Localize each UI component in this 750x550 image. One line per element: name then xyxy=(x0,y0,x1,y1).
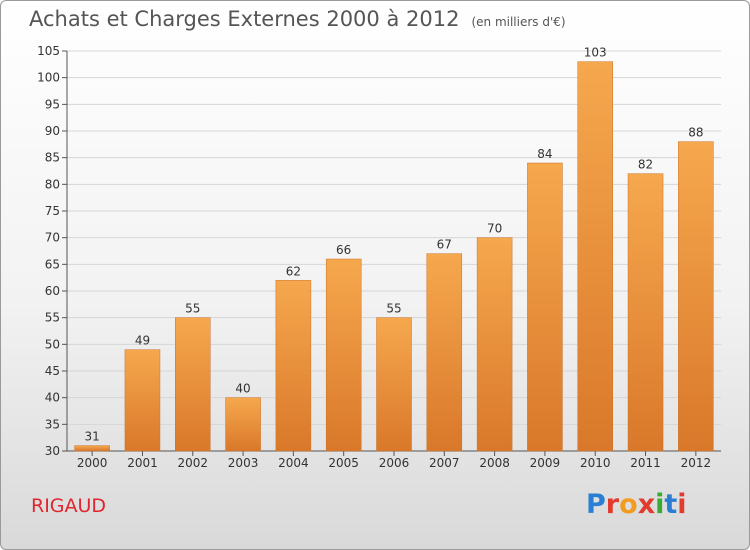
data-label-2004: 62 xyxy=(286,264,301,278)
y-tick-label: 70 xyxy=(45,231,60,245)
data-label-2003: 40 xyxy=(235,382,250,396)
x-tick-label: 2009 xyxy=(530,456,561,470)
y-tick-label: 40 xyxy=(45,391,60,405)
bar-2009 xyxy=(527,162,563,452)
bar-2006 xyxy=(376,317,412,452)
bar-2007 xyxy=(426,253,463,452)
y-tick-label: 90 xyxy=(45,124,60,138)
logo-letter: P xyxy=(586,489,606,520)
y-tick-label: 75 xyxy=(45,204,60,218)
data-label-2008: 70 xyxy=(487,222,502,236)
logo-letter: i xyxy=(655,489,665,520)
y-tick-label: 50 xyxy=(45,337,60,351)
y-tick-label: 30 xyxy=(45,444,60,458)
data-label-2006: 55 xyxy=(386,302,401,316)
axes: 30 35 40 45 50 55 60 65 70 75 80 85 90 95 100 105 2000 20… xyxy=(37,44,721,470)
logo-letter: t xyxy=(664,489,678,520)
proxiti-logo[interactable]: Proxiti xyxy=(586,489,687,520)
x-tick-label: 2012 xyxy=(681,456,712,470)
x-tick-label: 2006 xyxy=(379,456,410,470)
y-tick-label: 95 xyxy=(45,97,60,111)
y-tick-label: 60 xyxy=(45,284,60,298)
data-label-2001: 49 xyxy=(135,334,150,348)
y-tick-label: 80 xyxy=(45,177,60,191)
data-label-2000: 31 xyxy=(85,430,100,444)
x-tick-label: 2008 xyxy=(479,456,510,470)
bar-2011 xyxy=(627,173,664,452)
bar-2008 xyxy=(476,237,513,452)
bar-2010 xyxy=(577,61,613,452)
bar-2001 xyxy=(124,349,161,452)
x-tick-label: 2011 xyxy=(630,456,661,470)
bar-2012 xyxy=(678,141,714,452)
bar-2004 xyxy=(275,280,312,452)
data-label-2010: 103 xyxy=(584,46,607,60)
logo-letter: i xyxy=(677,489,687,520)
bar-2000 xyxy=(74,445,110,452)
x-tick-label: 2007 xyxy=(429,456,460,470)
y-tick-label: 105 xyxy=(37,44,60,58)
chart-title: Achats et Charges Externes 2000 à 2012 (e… xyxy=(29,7,566,31)
data-label-2007: 67 xyxy=(437,238,452,252)
unit-label: (en milliers d'€) xyxy=(471,15,566,29)
data-label-2009: 84 xyxy=(537,147,552,161)
commune-name: RIGAUD xyxy=(31,495,107,517)
x-tick-label: 2005 xyxy=(328,456,359,470)
logo-letter: r xyxy=(605,489,620,520)
y-tick-label: 65 xyxy=(45,257,60,271)
x-tick-label: 2010 xyxy=(580,456,611,470)
y-tick-label: 45 xyxy=(45,364,60,378)
y-tick-label: 55 xyxy=(45,311,60,325)
data-label-2012: 88 xyxy=(688,126,703,140)
data-label-2011: 82 xyxy=(638,158,653,172)
x-tick-label: 2003 xyxy=(228,456,259,470)
x-tick-label: 2001 xyxy=(127,456,158,470)
x-tick-label: 2002 xyxy=(177,456,208,470)
bar-2005 xyxy=(325,258,362,452)
y-tick-label: 100 xyxy=(37,71,60,85)
logo-letter: x xyxy=(637,489,656,520)
x-tick-label: 2004 xyxy=(278,456,309,470)
bar-2003 xyxy=(225,397,261,452)
title-text: Achats et Charges Externes 2000 à 2012 xyxy=(29,7,460,31)
logo-letter: o xyxy=(619,489,638,520)
y-tick-label: 35 xyxy=(45,417,60,431)
bars xyxy=(74,61,714,452)
x-tick-label: 2000 xyxy=(77,456,108,470)
data-label-2002: 55 xyxy=(185,302,200,316)
bar-2002 xyxy=(175,317,211,452)
data-label-2005: 66 xyxy=(336,243,351,257)
y-tick-label: 85 xyxy=(45,151,60,165)
data-labels: 31 49 55 40 62 66 55 67 70 84 103 82 88 xyxy=(85,46,704,444)
